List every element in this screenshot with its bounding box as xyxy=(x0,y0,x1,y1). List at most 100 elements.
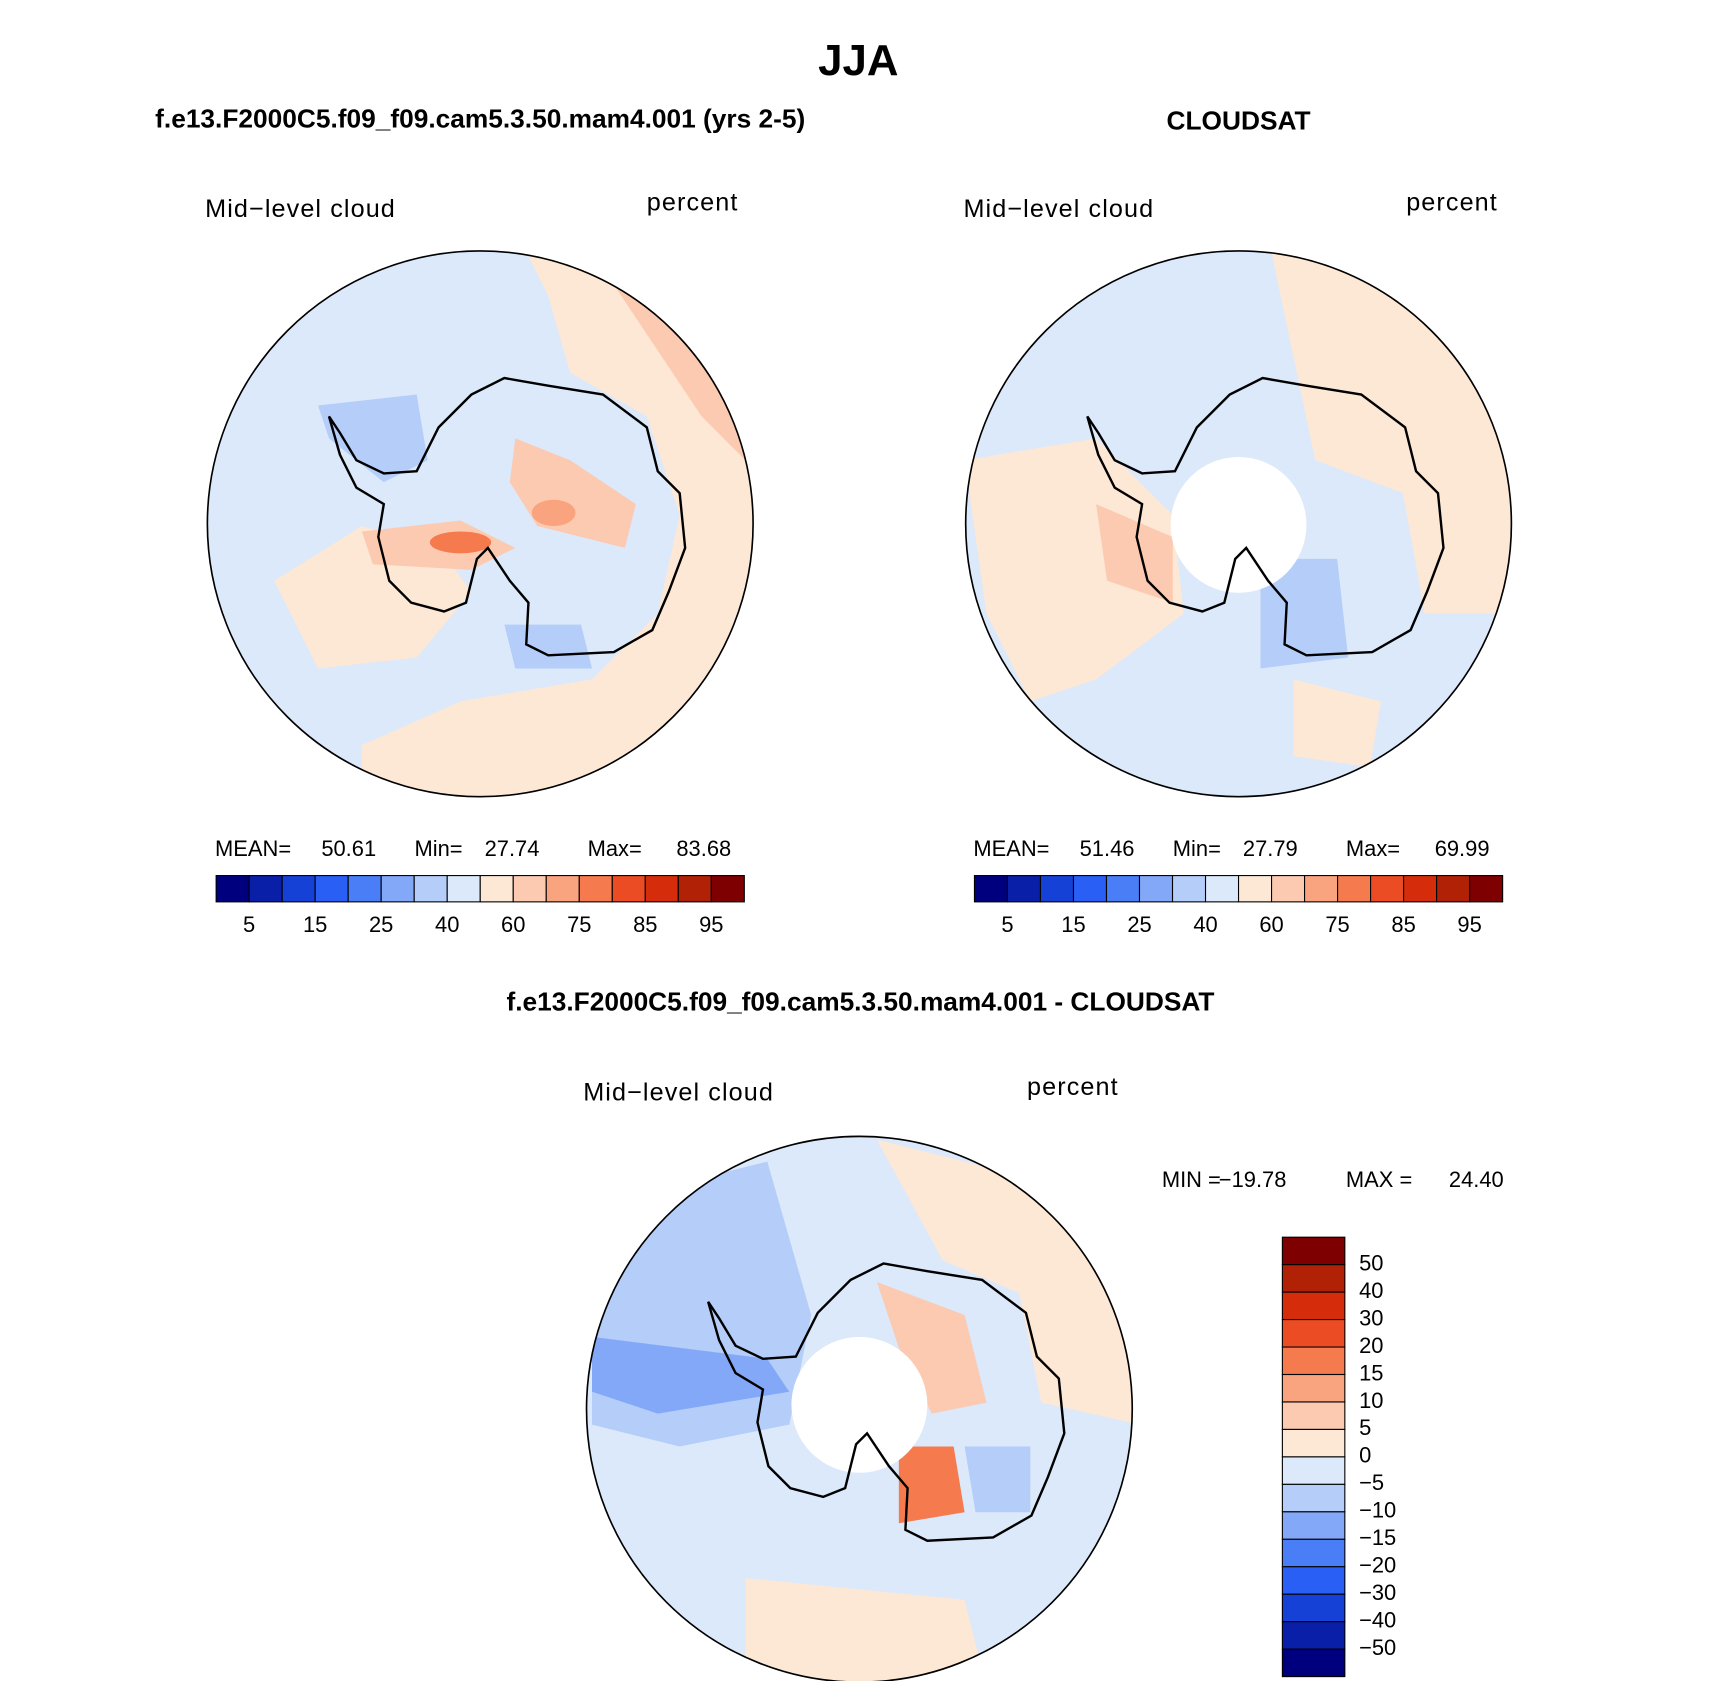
colorbar-box xyxy=(1171,875,1207,903)
colorbar-label: 5 xyxy=(1001,912,1013,937)
colorbar-label: 20 xyxy=(1359,1333,1383,1358)
colorbar-box xyxy=(1337,875,1372,903)
colorbar-box xyxy=(1237,875,1273,903)
colorbar-box xyxy=(1436,875,1471,903)
colorbar-box xyxy=(1281,1511,1346,1540)
panel-title: f.e13.F2000C5.f09_f09.cam5.3.50.mam4.001… xyxy=(155,103,805,133)
stat-text: MEAN= xyxy=(215,836,291,861)
colorbar-box xyxy=(215,875,250,903)
colorbar-box xyxy=(1281,1264,1346,1293)
map-border xyxy=(964,250,1513,798)
map xyxy=(586,1136,1133,1681)
colorbar-box xyxy=(413,875,448,903)
colorbar-box xyxy=(1370,875,1405,903)
map xyxy=(207,250,754,797)
colorbar-box xyxy=(1039,875,1075,903)
map-border xyxy=(206,250,754,798)
stat-text: 51.46 xyxy=(1080,836,1135,861)
colorbar-box xyxy=(1281,1483,1346,1513)
colorbar-box xyxy=(314,875,349,903)
panel-title: f.e13.F2000C5.f09_f09.cam5.3.50.mam4.001… xyxy=(506,987,1214,1017)
colorbar-box xyxy=(644,875,679,903)
colorbar-box xyxy=(677,875,712,903)
colorbar-label: 60 xyxy=(1259,912,1283,937)
colorbar-box xyxy=(446,875,481,903)
colorbar-box xyxy=(380,875,415,903)
colorbar-box xyxy=(1304,875,1339,903)
colorbar-box xyxy=(1281,1566,1346,1595)
colorbar-box xyxy=(1281,1538,1346,1568)
colorbar-label: 95 xyxy=(1457,912,1481,937)
colorbar-label: 40 xyxy=(1359,1278,1383,1303)
colorbar-label: 25 xyxy=(369,912,393,937)
stat-text: Min= xyxy=(1173,836,1221,861)
colorbar-box xyxy=(1403,875,1438,903)
colorbar-label: 40 xyxy=(435,912,459,937)
colorbar-box xyxy=(347,875,382,903)
colorbar-box xyxy=(1469,875,1504,903)
units-label: percent xyxy=(647,188,739,216)
figure-title: JJA xyxy=(818,36,898,85)
colorbar-box xyxy=(1204,875,1240,903)
colorbar-label: 85 xyxy=(633,912,657,937)
colorbar-label: −30 xyxy=(1359,1580,1396,1605)
colorbar-box xyxy=(1281,1373,1346,1403)
colorbar-box xyxy=(1281,1621,1346,1650)
colorbar-box xyxy=(1281,1236,1346,1266)
colorbar-box xyxy=(1281,1401,1346,1430)
stat-text: 50.61 xyxy=(321,836,376,861)
colorbar-label: −10 xyxy=(1359,1498,1396,1523)
colorbar-label: 25 xyxy=(1127,912,1151,937)
panel-title: CLOUDSAT xyxy=(1167,106,1311,136)
stat-text: MIN = xyxy=(1162,1167,1221,1192)
colorbar-box xyxy=(281,875,316,903)
colorbar-box xyxy=(1281,1593,1346,1623)
stat-text: MEAN= xyxy=(973,836,1049,861)
map-border xyxy=(585,1135,1133,1681)
stat-text: 24.40 xyxy=(1449,1167,1504,1192)
colorbar-label: 5 xyxy=(243,912,255,937)
colorbar-label: 15 xyxy=(303,912,327,937)
stat-text: 83.68 xyxy=(676,836,731,861)
colorbar-box xyxy=(1281,1648,1346,1678)
colorbar-label: 10 xyxy=(1359,1388,1383,1413)
colorbar-box xyxy=(1281,1428,1346,1458)
colorbar-box xyxy=(578,875,613,903)
colorbar-label: 0 xyxy=(1359,1443,1371,1468)
colorbar-label: 95 xyxy=(699,912,723,937)
stat-text: Max= xyxy=(588,836,642,861)
colorbar-box xyxy=(545,875,580,903)
colorbar-label: −20 xyxy=(1359,1553,1396,1578)
stat-text: 69.99 xyxy=(1435,836,1490,861)
colorbar-box xyxy=(1072,875,1108,903)
colorbar-label: 75 xyxy=(567,912,591,937)
colorbar-box xyxy=(512,875,547,903)
map xyxy=(965,250,1512,797)
colorbar-box xyxy=(973,875,1009,903)
units-label: percent xyxy=(1406,188,1498,216)
colorbar-label: −50 xyxy=(1359,1635,1396,1660)
colorbar-label: −40 xyxy=(1359,1607,1396,1632)
colorbar-box xyxy=(1138,875,1174,903)
colorbar-box xyxy=(611,875,646,903)
colorbar-label: 40 xyxy=(1193,912,1217,937)
colorbar-box xyxy=(248,875,283,903)
colorbar-box xyxy=(1281,1291,1346,1321)
colorbar-label: 85 xyxy=(1391,912,1415,937)
stat-text: Min= xyxy=(414,836,462,861)
stat-text: 27.74 xyxy=(485,836,540,861)
stat-text: MAX = xyxy=(1346,1167,1412,1192)
colorbar-label: 50 xyxy=(1359,1250,1383,1275)
colorbar-label: 5 xyxy=(1359,1415,1371,1440)
colorbar-label: 15 xyxy=(1359,1360,1383,1385)
units-label: percent xyxy=(1027,1073,1119,1101)
colorbar-box xyxy=(1281,1346,1346,1376)
variable-label: Mid−level cloud xyxy=(963,195,1154,223)
colorbar-label: 15 xyxy=(1061,912,1085,937)
stat-text: Max= xyxy=(1346,836,1400,861)
colorbar-box xyxy=(1105,875,1141,903)
colorbar-label: 30 xyxy=(1359,1305,1383,1330)
colorbar-box xyxy=(1281,1319,1346,1348)
variable-label: Mid−level cloud xyxy=(205,195,396,223)
